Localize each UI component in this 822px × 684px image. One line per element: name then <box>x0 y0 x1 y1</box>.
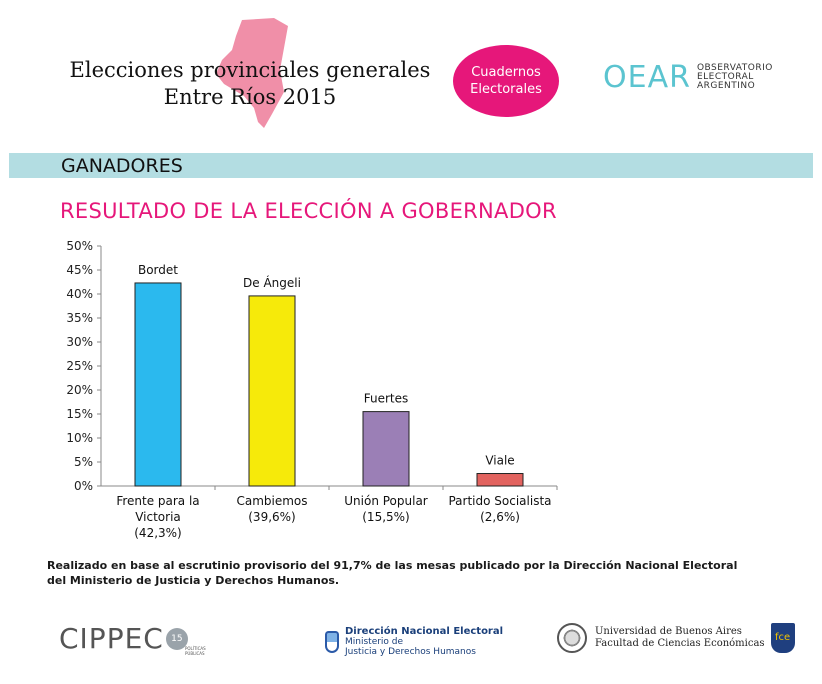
chart-title: RESULTADO DE LA ELECCIÓN A GOBERNADOR <box>60 199 557 223</box>
badge-line2: Electorales <box>470 82 542 97</box>
category-label: (2,6%) <box>480 510 520 524</box>
category-label: Frente para la <box>116 494 199 508</box>
y-tick-label: 25% <box>66 359 93 373</box>
uba-text: Universidad de Buenos Aires Facultad de … <box>595 626 765 650</box>
cuadernos-electorales-badge: Cuadernos Electorales <box>453 45 559 117</box>
y-tick-label: 45% <box>66 263 93 277</box>
entre-rios-map-icon <box>216 18 288 128</box>
category-label: (15,5%) <box>362 510 409 524</box>
bar <box>134 282 182 487</box>
bar <box>248 295 296 487</box>
fce-shield-icon: fce <box>770 623 795 653</box>
category-label: (42,3%) <box>134 526 181 540</box>
y-tick-label: 20% <box>66 383 93 397</box>
uba-seal-icon <box>557 623 587 653</box>
y-tick-label: 15% <box>66 407 93 421</box>
footnote-line2: del Ministerio de Justicia y Derechos Hu… <box>47 574 340 587</box>
title-line2: Entre Ríos 2015 <box>163 85 337 109</box>
cippec-15-badge: 15 <box>165 627 188 650</box>
section-band: GANADORES <box>9 153 813 178</box>
candidate-label: De Ángeli <box>243 275 301 290</box>
uba-logo: Universidad de Buenos Aires Facultad de … <box>557 623 795 653</box>
uba-line1: Universidad de Buenos Aires <box>595 626 742 637</box>
oear-mark: OEAR <box>603 60 691 95</box>
oear-line3: ARGENTINO <box>696 81 756 91</box>
dne-logo: Dirección Nacional Electoral Ministerio … <box>325 627 503 657</box>
bar <box>362 411 410 487</box>
dne-line3: Justicia y Derechos Humanos <box>345 647 476 657</box>
y-tick-label: 40% <box>66 287 93 301</box>
y-tick-label: 0% <box>74 479 93 493</box>
footnote-line1: Realizado en base al escrutinio provisor… <box>47 559 738 572</box>
report-title: Elecciones provinciales generales Entre … <box>60 57 440 111</box>
dne-text: Dirección Nacional Electoral Ministerio … <box>345 626 504 658</box>
badge-line1: Cuadernos <box>471 65 541 80</box>
oear-wordmark: OBSERVATORIO ELECTORAL ARGENTINO <box>697 64 773 91</box>
candidate-label: Viale <box>485 454 514 468</box>
cippec-sub1: POLÍTICAS <box>185 646 206 651</box>
cippec-logo: CIPPEC 15 POLÍTICAS PÚBLICAS <box>59 622 206 656</box>
uba-line2: Facultad de Ciencias Económicas <box>595 638 765 649</box>
y-tick-label: 5% <box>74 455 93 469</box>
y-tick-label: 50% <box>66 239 93 253</box>
bar-chart: 0% 5% 10% 15% 20% 25% 30% 35% 40% 45% 50% Bordet Fre… <box>66 239 558 540</box>
dne-line1: Dirección Nacional Electoral <box>345 626 504 637</box>
section-label: GANADORES <box>61 155 183 177</box>
source-footnote: Realizado en base al escrutinio provisor… <box>47 558 747 588</box>
cippec-subtitle: POLÍTICAS PÚBLICAS <box>185 646 206 656</box>
category-label: Cambiemos <box>236 494 307 508</box>
bar <box>476 473 524 487</box>
title-line1: Elecciones provinciales generales <box>69 58 431 82</box>
category-label: (39,6%) <box>248 510 295 524</box>
category-label: Partido Socialista <box>448 494 551 508</box>
candidate-label: Bordet <box>138 263 178 277</box>
oear-line2: ELECTORAL <box>696 72 754 82</box>
oear-logo: OEAR OBSERVATORIO ELECTORAL ARGENTINO <box>603 60 773 95</box>
category-label: Unión Popular <box>344 494 428 508</box>
cippec-wordmark: CIPPEC <box>59 622 164 655</box>
oear-line1: OBSERVATORIO <box>696 63 773 73</box>
candidate-label: Fuertes <box>364 392 409 406</box>
dne-line2: Ministerio de <box>345 637 404 647</box>
y-tick-label: 30% <box>66 335 93 349</box>
argentina-shield-icon <box>325 631 339 653</box>
cippec-sub2: PÚBLICAS <box>185 651 205 656</box>
y-tick-label: 35% <box>66 311 93 325</box>
category-label: Victoria <box>135 510 181 524</box>
y-tick-label: 10% <box>66 431 93 445</box>
